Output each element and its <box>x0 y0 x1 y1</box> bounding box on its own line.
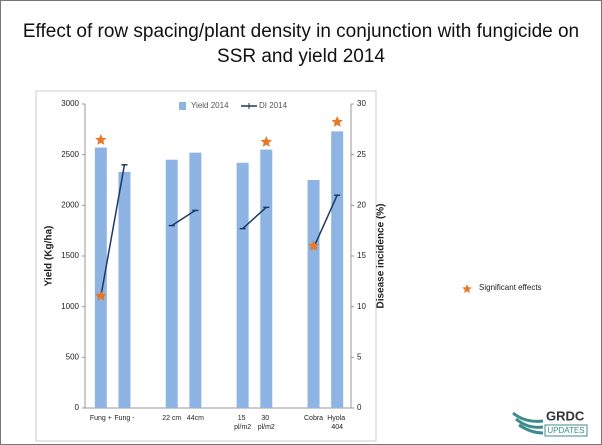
significance-star <box>462 284 472 293</box>
y-tick-label: 0 <box>75 403 80 412</box>
y-tick-label: 1500 <box>61 251 79 260</box>
y-tick-label: 1000 <box>61 302 79 311</box>
logo-box <box>544 424 588 437</box>
y2-axis-label: Disease incidence (%) <box>376 203 387 308</box>
bar <box>307 180 320 408</box>
bar <box>331 131 344 409</box>
legend-label: DI 2014 <box>259 101 288 110</box>
chart-frame <box>35 90 377 442</box>
bar <box>189 152 202 408</box>
x-tick-label: Hyola 404 <box>327 415 347 431</box>
x-tick-label: Fung + <box>90 415 112 422</box>
x-tick-label: Fung - <box>114 415 135 422</box>
x-tick-label: Cobra <box>304 415 323 422</box>
y-tick-label: 500 <box>66 352 80 361</box>
y-axis-label: Yield (Kg/ha) <box>44 226 55 287</box>
line <box>312 194 338 249</box>
y-tick-label: 2500 <box>61 150 79 159</box>
legend-swatch <box>179 102 186 110</box>
bar <box>118 171 131 408</box>
y2-tick-label: 30 <box>357 99 366 108</box>
logo-tagline: UPDATES <box>547 426 584 435</box>
line <box>242 206 267 230</box>
significance-star <box>331 116 343 127</box>
bar <box>260 149 273 408</box>
y2-tick-label: 10 <box>357 302 366 311</box>
x-tick-label: 22 cm <box>162 415 181 422</box>
bar <box>165 159 178 408</box>
line <box>100 164 126 297</box>
bar <box>94 147 107 408</box>
y2-tick-label: 0 <box>357 403 362 412</box>
logo-name: GRDC <box>546 408 585 423</box>
x-tick-label: 15 pl/m2 <box>234 415 251 431</box>
y2-tick-label: 25 <box>357 150 366 159</box>
x-tick-label: 30 pl/m2 <box>258 415 275 431</box>
logo: GRDC UPDATES <box>512 408 588 437</box>
significance-star <box>95 290 107 301</box>
significance-star <box>307 240 320 251</box>
significance-star <box>260 136 272 147</box>
y2-tick-label: 15 <box>357 251 366 260</box>
line <box>171 209 196 227</box>
y-tick-label: 2000 <box>61 200 79 209</box>
legend-label: Yield 2014 <box>191 101 229 110</box>
logo-icon <box>512 411 544 435</box>
x-tick-label: 44cm <box>187 415 204 422</box>
significance-star <box>95 134 107 145</box>
annotation: Significant effects <box>479 283 542 292</box>
y2-tick-label: 5 <box>357 352 362 361</box>
slide-title: Effect of row spacing/plant density in c… <box>22 21 580 67</box>
bar <box>236 162 249 408</box>
y2-tick-label: 20 <box>357 200 366 209</box>
y-tick-label: 3000 <box>61 99 79 108</box>
